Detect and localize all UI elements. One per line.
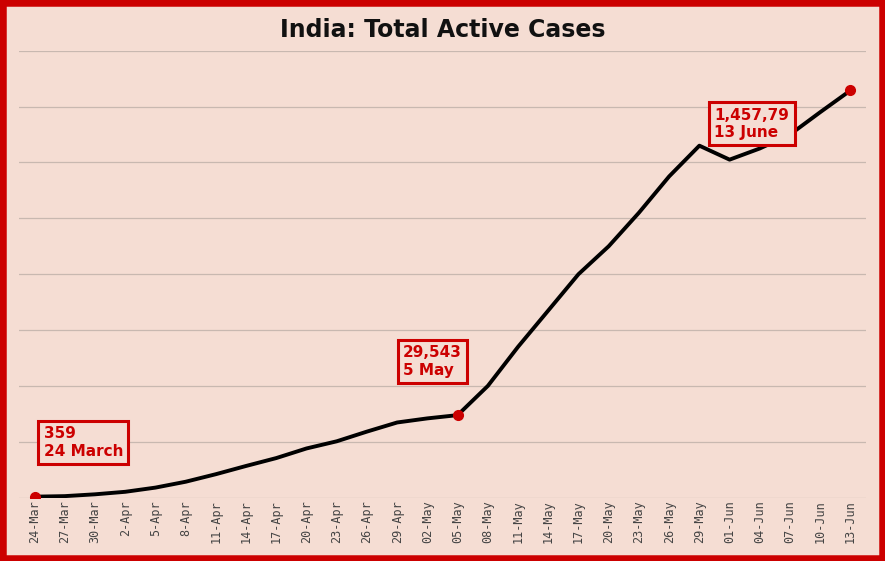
Text: 1,457,79
13 June: 1,457,79 13 June xyxy=(714,108,789,140)
Text: 29,543
5 May: 29,543 5 May xyxy=(404,345,462,378)
Title: India: Total Active Cases: India: Total Active Cases xyxy=(280,18,605,42)
Text: 359
24 March: 359 24 March xyxy=(43,426,123,458)
